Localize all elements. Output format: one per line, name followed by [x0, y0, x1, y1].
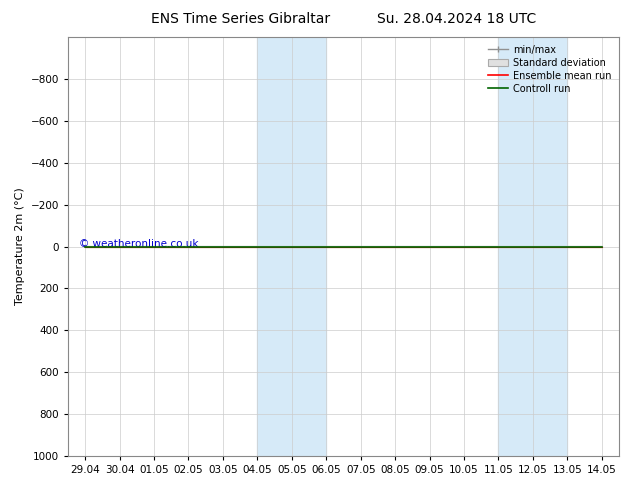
Bar [498, 37, 567, 456]
Text: © weatheronline.co.uk: © weatheronline.co.uk [79, 240, 198, 249]
Legend: min/max, Standard deviation, Ensemble mean run, Controll run: min/max, Standard deviation, Ensemble me… [486, 42, 614, 97]
Bar [257, 37, 327, 456]
Text: Su. 28.04.2024 18 UTC: Su. 28.04.2024 18 UTC [377, 12, 536, 26]
Text: ENS Time Series Gibraltar: ENS Time Series Gibraltar [152, 12, 330, 26]
Y-axis label: Temperature 2m (°C): Temperature 2m (°C) [15, 188, 25, 305]
